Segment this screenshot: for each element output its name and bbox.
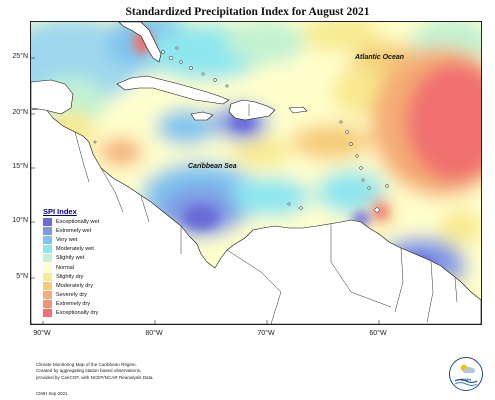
footnote-line: provided by CariCOF, with NCEP/NCAR Rean… [36, 374, 154, 380]
legend-swatch [43, 309, 52, 318]
caribbean-sea-label: Caribbean Sea [188, 163, 237, 170]
footnote: Climate Monitoring Map of the Caribbean … [36, 362, 226, 381]
legend-label: Slightly wet [56, 255, 85, 262]
legend-item: Extremely wet [43, 226, 115, 235]
lat-label-25n: 25°N [12, 53, 28, 60]
legend-title: SPI Index [43, 207, 77, 216]
legend-swatch [43, 217, 52, 226]
legend-label: Moderately dry [56, 282, 93, 289]
legend-swatch [43, 281, 52, 290]
lat-label-10n: 10°N [12, 217, 28, 224]
lon-label-90w: 90°W [33, 330, 51, 337]
logo-text: CIMH [460, 377, 472, 382]
legend-item: Slightly wet [43, 254, 115, 263]
legend-label: Very wet [56, 236, 78, 243]
legend-item: Severely dry [43, 291, 115, 300]
legend-item: Normal [43, 263, 115, 272]
legend-label: Slightly dry [56, 273, 84, 280]
legend-label: Normal [56, 264, 75, 271]
legend-swatch [43, 226, 52, 235]
legend-swatch [43, 235, 52, 244]
legend-label: Severely dry [56, 292, 88, 299]
legend-item: Slightly dry [43, 272, 115, 281]
legend-item: Very wet [43, 235, 115, 244]
lat-label-5n: 5°N [16, 273, 28, 280]
legend-item: Exceptionally dry [43, 309, 115, 318]
cimh-logo-icon [454, 364, 478, 386]
lon-label-70w: 70°W [257, 330, 275, 337]
legend-label: Exceptionally wet [56, 218, 100, 225]
lon-label-60w: 60°W [369, 330, 387, 337]
legend-item: Moderately dry [43, 281, 115, 290]
legend-label: Extremely wet [56, 227, 92, 234]
credit-text: CIMH Sep-2021 [36, 391, 68, 396]
legend-label: Moderately wet [56, 246, 94, 253]
lon-label-80w: 80°W [145, 330, 163, 337]
lat-label-20n: 20°N [12, 109, 28, 116]
legend-swatch [43, 254, 52, 263]
legend-item: Exceptionally wet [43, 217, 115, 226]
footnote-line: Created by aggregating station based obs… [36, 368, 142, 374]
legend-swatch [43, 272, 52, 281]
map-title: Standardized Precipitation Index for Aug… [125, 6, 370, 18]
legend-item: Moderately wet [43, 245, 115, 254]
legend-swatch [43, 300, 52, 309]
footnote-line: Climate Monitoring Map of the Caribbean … [36, 362, 137, 367]
legend-swatch [43, 263, 52, 272]
legend-item: Extremely dry [43, 300, 115, 309]
legend-rows: Exceptionally wet Extremely wet Very wet… [43, 217, 115, 318]
atlantic-ocean-label: Atlantic Ocean [355, 54, 405, 61]
legend-swatch [43, 291, 52, 300]
legend-swatch [43, 245, 52, 254]
legend-label: Exceptionally dry [56, 310, 99, 317]
legend-label: Extremely dry [56, 301, 91, 308]
lat-label-15n: 15°N [12, 163, 28, 170]
cimh-logo: CIMH [449, 357, 483, 391]
spi-legend: SPI Index Exceptionally wet Extremely we… [40, 205, 118, 322]
